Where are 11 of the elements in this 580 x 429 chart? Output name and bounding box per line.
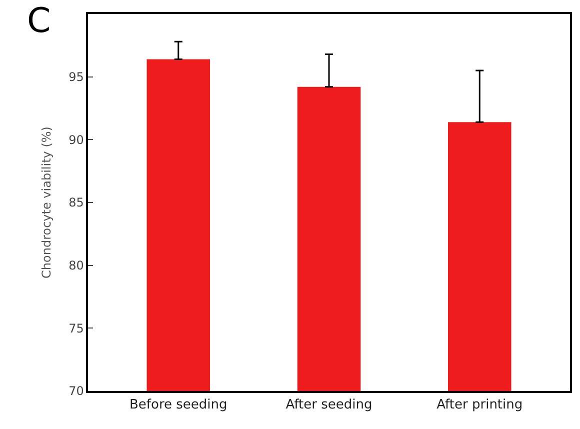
text: C <box>27 1 51 41</box>
y-tick-label: 85 <box>68 196 84 210</box>
y-tick-label: 75 <box>68 321 84 336</box>
y-tick-label: 80 <box>68 258 84 273</box>
x-tick-label: After seeding <box>286 397 372 412</box>
x-tick-label: Before seeding <box>129 397 228 412</box>
y-tick-label: 70 <box>68 384 84 398</box>
y-tick-label: 95 <box>68 70 84 84</box>
y-axis-title: Chondrocyte viability (%) <box>39 126 54 278</box>
x-tick-label: After printing <box>436 397 523 412</box>
y-tick-label: 90 <box>68 132 84 147</box>
